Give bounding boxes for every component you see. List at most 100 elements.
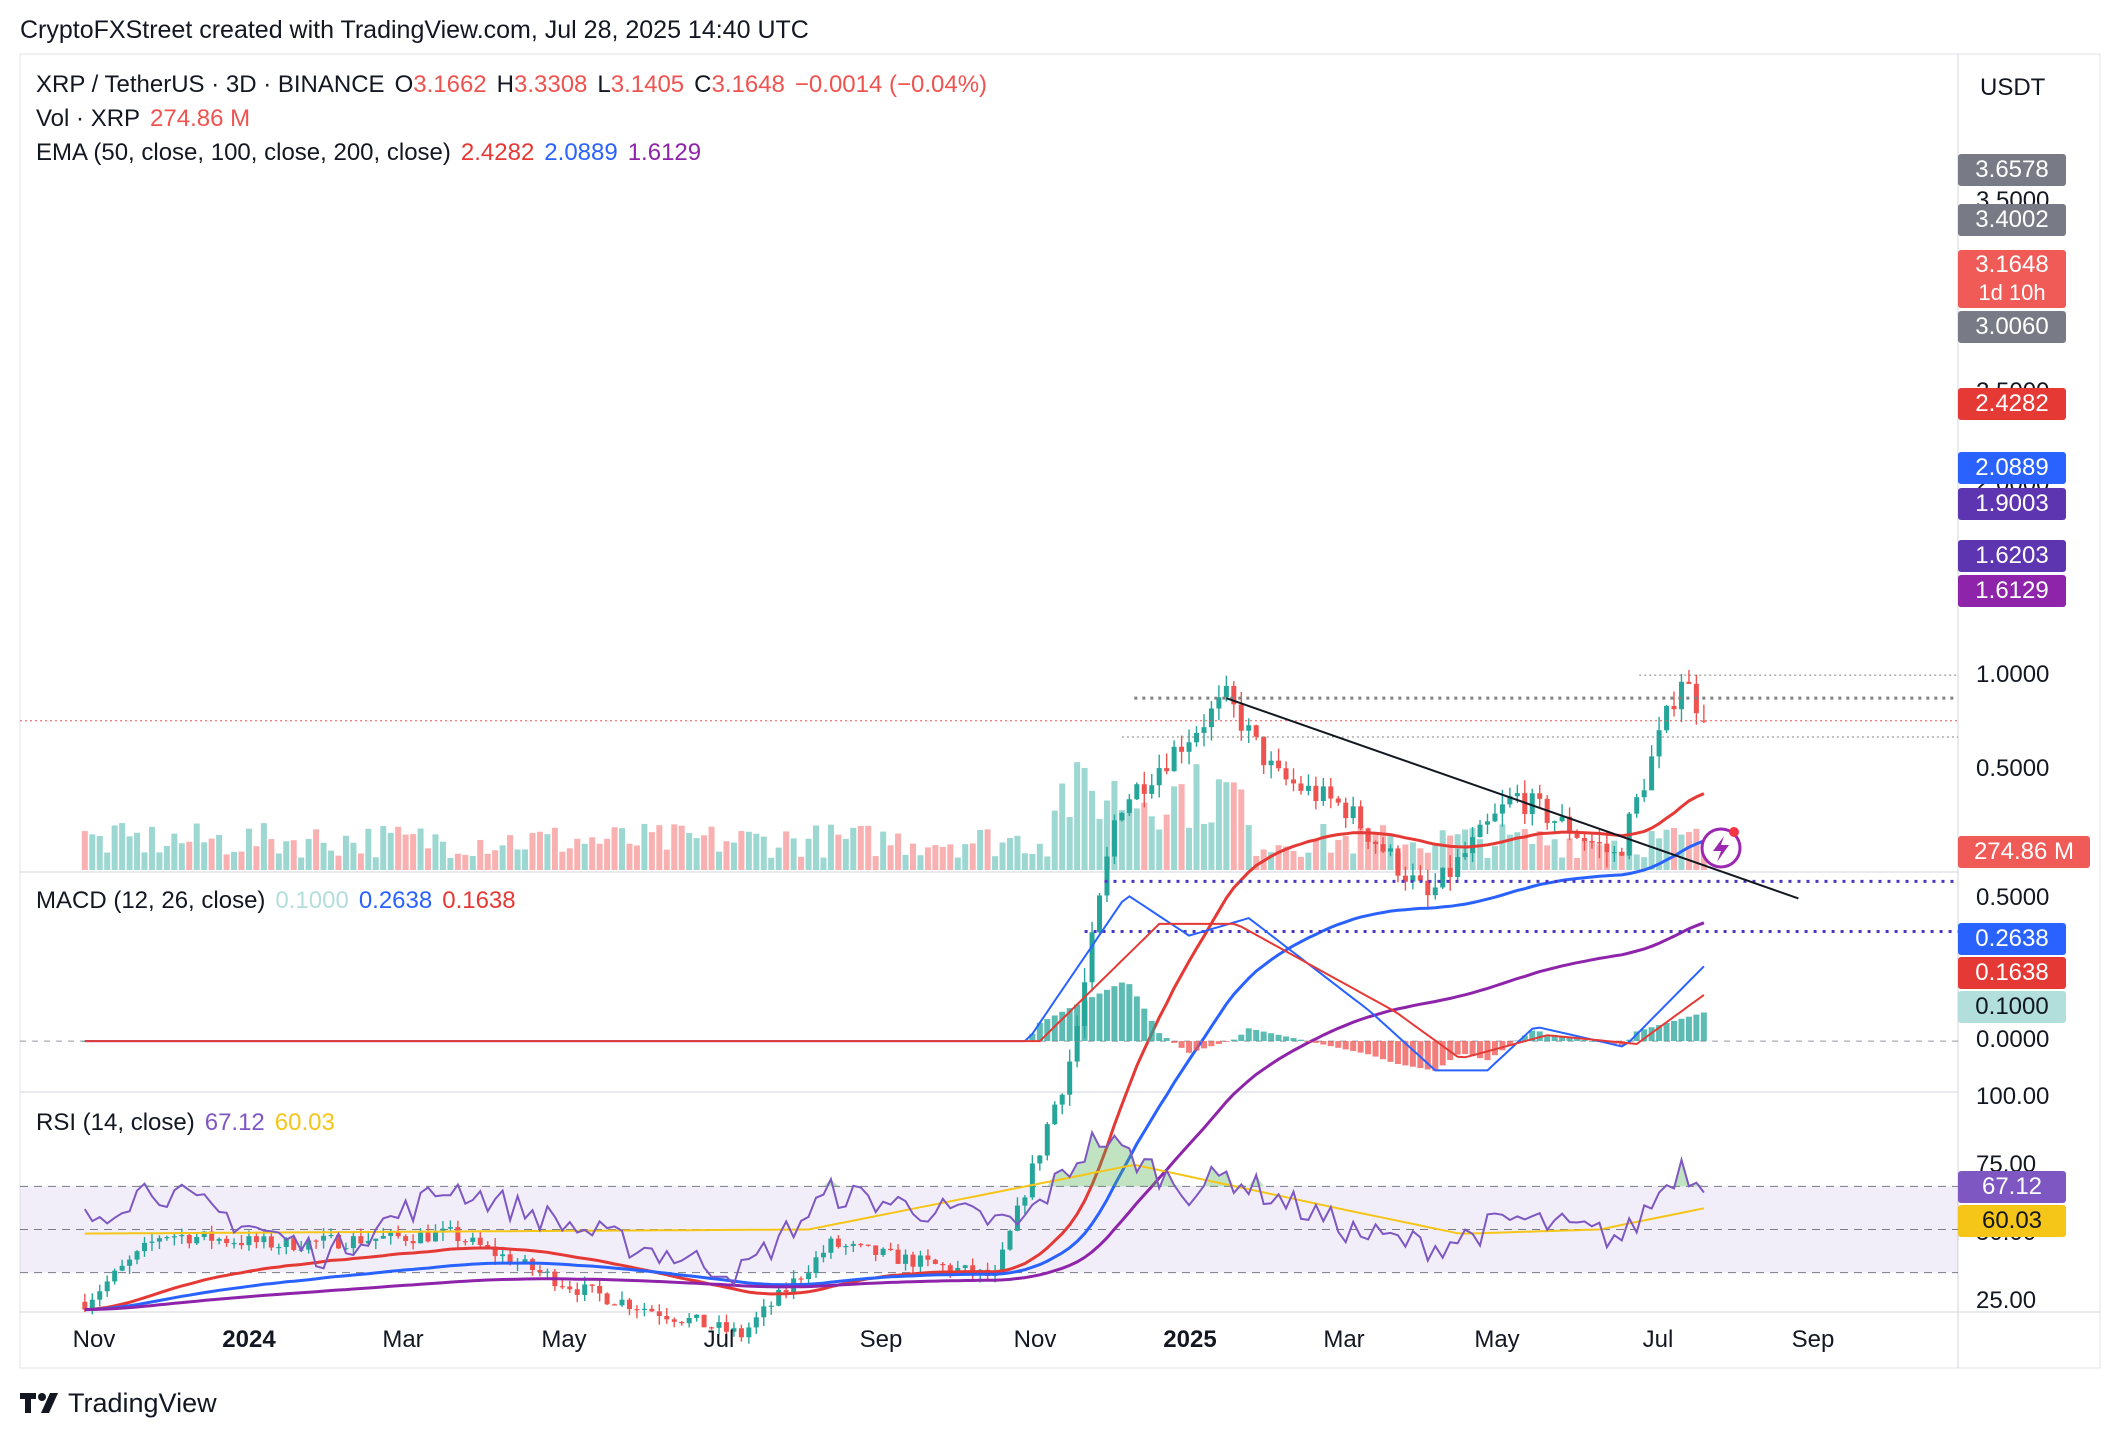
volume-bar (559, 851, 566, 870)
x-tick: Jul (703, 1326, 735, 1353)
candle-body (1440, 867, 1446, 888)
ema-label: EMA (50, close, 100, close, 200, close) (36, 139, 451, 166)
price-tick: 1.0000 (1976, 661, 2050, 688)
candle-body (947, 1265, 953, 1273)
volume-bar (163, 845, 170, 870)
candle-body (970, 1265, 976, 1275)
macd-histogram-bar (1327, 1041, 1334, 1047)
candle-body (753, 1317, 759, 1328)
macd-histogram-bar (1238, 1034, 1245, 1042)
candle-body (1134, 784, 1140, 800)
volume-bar (798, 856, 805, 870)
volume-bar (544, 834, 551, 870)
candle-body (1343, 802, 1349, 819)
macd-signal-line (84, 922, 1705, 1059)
volume-bar (745, 831, 752, 870)
candle-body (746, 1327, 752, 1338)
candle-body (97, 1291, 103, 1300)
rsi-value: 67.12 (204, 1109, 265, 1136)
volume-bar (410, 834, 417, 870)
volume-bar (872, 856, 879, 870)
candle-body (835, 1238, 841, 1247)
candle-body (477, 1237, 483, 1245)
descending-trendline (1226, 697, 1799, 900)
macd-histogram-bar (1260, 1031, 1267, 1042)
macd-histogram-bar (1685, 1016, 1692, 1042)
tradingview-logo[interactable]: TradingView (20, 1386, 217, 1420)
volume-bar (947, 844, 954, 870)
rsi-legend[interactable]: RSI (14, close) 67.12 60.03 (36, 1109, 345, 1137)
volume-bar (1193, 764, 1200, 870)
macd-histogram-bar (1335, 1041, 1342, 1048)
macd-histogram-bar (1663, 1022, 1670, 1042)
volume-legend[interactable]: Vol · XRP 274.86 M (36, 105, 260, 133)
volume-bar (1230, 782, 1237, 870)
volume-bar (1342, 835, 1349, 870)
volume-bar (104, 852, 111, 870)
candle-body (1537, 793, 1543, 799)
candle-body (462, 1241, 468, 1243)
volume-bar (738, 831, 745, 870)
x-tick: Nov (72, 1326, 116, 1353)
candle-body (1604, 843, 1610, 853)
volume-bar (865, 825, 872, 870)
rsi-overbought-fill (84, 1132, 1707, 1187)
macd-histogram-bar (1626, 1039, 1633, 1042)
volume-bar (857, 825, 864, 870)
volume-bar (492, 850, 499, 870)
volume-bar (850, 827, 857, 870)
candle-body (731, 1328, 737, 1332)
candle-body (1305, 785, 1311, 791)
volume-bar (178, 843, 185, 870)
x-tick: Nov (1013, 1326, 1057, 1353)
candle-body (1201, 727, 1207, 733)
candle-body (283, 1238, 289, 1247)
macd-histogram-bar (1215, 1041, 1222, 1044)
volume-bar (425, 848, 432, 870)
macd-legend[interactable]: MACD (12, 26, close) 0.1000 0.2638 0.1638 (36, 887, 526, 915)
x-tick: May (1474, 1326, 1520, 1353)
ema-legend[interactable]: EMA (50, close, 100, close, 200, close) 2… (36, 139, 711, 167)
macd-line (84, 895, 1705, 1072)
volume-bar (89, 834, 96, 870)
volume-bar (260, 823, 267, 870)
volume-bar (81, 831, 88, 870)
candle-body (1141, 784, 1147, 794)
low-value: 3.1405 (610, 71, 685, 98)
macd-pane (20, 895, 1958, 1072)
symbol-legend[interactable]: XRP / TetherUS · 3D · BINANCE O3.1662 H3.3… (36, 71, 997, 99)
macd-histogram-bar (1372, 1041, 1379, 1057)
candle-body (1678, 681, 1684, 710)
x-tick: 2025 (1163, 1326, 1217, 1353)
volume-bar (626, 843, 633, 870)
candle-body (1238, 704, 1244, 731)
candle-body (955, 1267, 961, 1273)
currency-label[interactable]: USDT (1980, 74, 2046, 101)
candle-body (507, 1254, 513, 1265)
macd-histogram-bar (1074, 1004, 1081, 1042)
volume-bar (1178, 784, 1185, 870)
last-price-label: 3.1648 1d 10h (1958, 250, 2066, 308)
volume-bar (119, 823, 126, 870)
macd-histogram-bar (1656, 1025, 1663, 1042)
macd-histogram-bar (1171, 1041, 1178, 1043)
volume-bar (223, 854, 230, 870)
high-value: 3.3308 (513, 71, 588, 98)
candle-body (306, 1240, 312, 1250)
volume-bar (1432, 843, 1439, 870)
volume-bar (1074, 762, 1081, 870)
volume-bar (820, 857, 827, 870)
candle-body (328, 1234, 334, 1237)
candle-body (1223, 685, 1229, 698)
level-3.4002-label: 3.4002 (1958, 204, 2066, 236)
volume-bar (693, 838, 700, 870)
candle-body (1126, 799, 1132, 814)
candle-body (1298, 783, 1304, 791)
candle-body (567, 1286, 573, 1290)
volume-bar (380, 826, 387, 870)
candle-body (962, 1265, 968, 1268)
volume-bar (1327, 852, 1334, 870)
ema200-price-label: 1.6129 (1958, 575, 2066, 607)
volume-bar (768, 857, 775, 870)
